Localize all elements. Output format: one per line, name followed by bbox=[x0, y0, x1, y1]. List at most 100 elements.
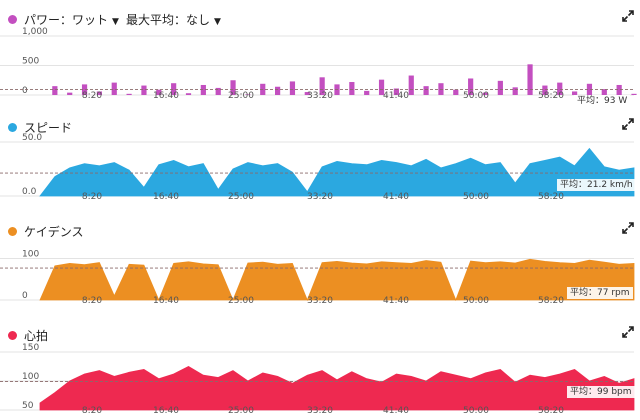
cadence-x-tick-label: 16:40 bbox=[153, 296, 179, 306]
cadence-y-tick-label: 100 bbox=[22, 249, 39, 259]
power-x-tick-label: 25:00 bbox=[228, 91, 254, 101]
speed-x-tick-label: 8:20 bbox=[82, 192, 102, 202]
power-average-label: 平均：93 W bbox=[574, 95, 631, 107]
power-bar bbox=[81, 84, 88, 95]
power-bar bbox=[141, 85, 147, 95]
max-average-dropdown[interactable]: 最大平均：なし ▼ bbox=[126, 13, 221, 27]
power-bar bbox=[126, 93, 132, 95]
power-x-tick-label: 41:40 bbox=[383, 91, 409, 101]
heart-rate-chart: 心拍 50 100 150 8:20 16:40 25:00 33:20 41:40 50:00… bbox=[0, 324, 640, 416]
cadence-plot: 0 100 8:20 16:40 25:00 33:20 41:40 50:00 58:20 bbox=[0, 249, 635, 306]
cadence-average-label: 平均：77 rpm bbox=[567, 287, 633, 299]
heart-rate-average-label: 平均：99 bpm bbox=[567, 386, 635, 398]
chevron-down-icon: ▼ bbox=[112, 17, 119, 27]
power-bar bbox=[542, 85, 548, 95]
power-x-tick-label: 33:20 bbox=[307, 91, 333, 101]
speed-x-tick-label: 50:00 bbox=[463, 192, 489, 202]
power-bar bbox=[512, 87, 518, 95]
speed-chart-title: スピード bbox=[24, 121, 73, 135]
heart-rate-plot: 50 100 150 8:20 16:40 25:00 33:20 41:40 50:00 58:… bbox=[0, 343, 635, 416]
cadence-chart: ケイデンス 0 100 8:20 16:40 25:00 33:20 41:40 50:00 5… bbox=[0, 220, 640, 310]
power-bar bbox=[96, 91, 102, 95]
expand-icon[interactable] bbox=[622, 326, 634, 338]
speed-average-label: 平均：21.2 km/h bbox=[557, 179, 636, 191]
power-x-tick-label: 50:00 bbox=[463, 91, 489, 101]
cadence-x-tick-label: 41:40 bbox=[383, 296, 409, 306]
power-bar bbox=[230, 80, 236, 95]
heart-rate-x-tick-label: 33:20 bbox=[307, 406, 333, 416]
speed-x-tick-label: 33:20 bbox=[307, 192, 333, 202]
cadence-x-tick-label: 58:20 bbox=[538, 296, 564, 306]
cadence-x-tick-label: 50:00 bbox=[463, 296, 489, 306]
power-bar bbox=[111, 82, 117, 95]
power-chart: パワー：ワット ▼ 最大平均：なし ▼ 0 500 1,000 8:20 16:40 25:0… bbox=[0, 8, 640, 107]
power-bar bbox=[586, 83, 593, 95]
power-bar bbox=[67, 92, 73, 95]
power-bar bbox=[393, 88, 399, 95]
heart-rate-y-tick-label: 150 bbox=[22, 343, 39, 353]
heart-rate-area bbox=[39, 366, 635, 411]
cadence-chart-header: ケイデンス bbox=[0, 220, 640, 240]
heart-rate-x-tick-label: 41:40 bbox=[383, 406, 409, 416]
speed-chart-header: スピード bbox=[0, 116, 640, 136]
power-bar bbox=[304, 92, 310, 95]
speed-area bbox=[39, 147, 635, 197]
expand-icon[interactable] bbox=[622, 222, 634, 234]
speed-x-tick-label: 16:40 bbox=[153, 192, 179, 202]
expand-icon[interactable] bbox=[622, 118, 634, 130]
power-bar bbox=[185, 93, 192, 95]
heart-rate-x-tick-label: 50:00 bbox=[463, 406, 489, 416]
power-bar bbox=[319, 77, 325, 95]
power-x-tick-label: 16:40 bbox=[153, 91, 179, 101]
power-bar bbox=[349, 82, 355, 95]
speed-chart: スピード 0.0 50.0 8:20 16:40 25:00 33:20 41:40 50:0… bbox=[0, 116, 640, 206]
cadence-x-tick-label: 8:20 bbox=[82, 296, 102, 306]
heart-rate-y-tick-label: 100 bbox=[22, 372, 39, 382]
power-plot: 0 500 1,000 8:20 16:40 25:00 33:20 41:40 50:00 58… bbox=[0, 27, 637, 101]
heart-rate-y-tick-label: 50 bbox=[22, 401, 34, 411]
power-bar bbox=[156, 89, 162, 95]
power-bar bbox=[52, 86, 58, 95]
power-y-tick-label: 0 bbox=[22, 86, 28, 96]
heart-rate-x-tick-label: 8:20 bbox=[82, 406, 102, 416]
power-bar bbox=[453, 89, 459, 95]
power-y-tick-label: 1,000 bbox=[22, 27, 48, 37]
power-bar bbox=[468, 78, 474, 95]
power-bar bbox=[289, 81, 296, 95]
cadence-x-tick-label: 33:20 bbox=[307, 296, 333, 306]
power-chart-header: パワー：ワット ▼ 最大平均：なし ▼ bbox=[0, 8, 640, 28]
speed-plot: 0.0 50.0 8:20 16:40 25:00 33:20 41:40 50:00 58:2… bbox=[0, 133, 635, 202]
cadence-x-tick-label: 25:00 bbox=[228, 296, 254, 306]
power-bar bbox=[557, 82, 563, 95]
speed-y-tick-label: 50.0 bbox=[22, 133, 42, 143]
power-bar bbox=[572, 91, 578, 95]
cadence-area bbox=[39, 258, 635, 302]
heart-rate-x-tick-label: 25:00 bbox=[228, 406, 254, 416]
expand-icon[interactable] bbox=[622, 10, 634, 22]
power-bar bbox=[275, 86, 281, 95]
power-metric-dropdown[interactable]: パワー：ワット ▼ bbox=[24, 13, 119, 27]
heart-rate-x-tick-label: 58:20 bbox=[538, 406, 564, 416]
power-bar bbox=[497, 80, 503, 95]
power-bar bbox=[378, 79, 385, 95]
power-color-dot bbox=[8, 15, 17, 24]
power-y-tick-label: 500 bbox=[22, 57, 39, 67]
heart-rate-chart-title: 心拍 bbox=[24, 329, 49, 343]
heart-rate-x-tick-label: 16:40 bbox=[153, 406, 179, 416]
power-bar bbox=[527, 64, 533, 95]
power-bar bbox=[200, 84, 206, 95]
speed-x-tick-label: 58:20 bbox=[538, 192, 564, 202]
power-bar bbox=[245, 94, 251, 95]
chevron-down-icon: ▼ bbox=[214, 17, 221, 27]
heart-rate-color-dot bbox=[8, 331, 17, 340]
power-bar bbox=[601, 89, 607, 95]
speed-x-tick-label: 41:40 bbox=[383, 192, 409, 202]
power-bar bbox=[215, 87, 221, 95]
power-bar bbox=[482, 92, 489, 95]
speed-color-dot bbox=[8, 123, 17, 132]
heart-rate-chart-header: 心拍 bbox=[0, 324, 640, 344]
speed-x-tick-label: 25:00 bbox=[228, 192, 254, 202]
cadence-chart-title: ケイデンス bbox=[24, 225, 84, 239]
power-bar bbox=[364, 90, 370, 95]
power-bar bbox=[616, 84, 622, 95]
